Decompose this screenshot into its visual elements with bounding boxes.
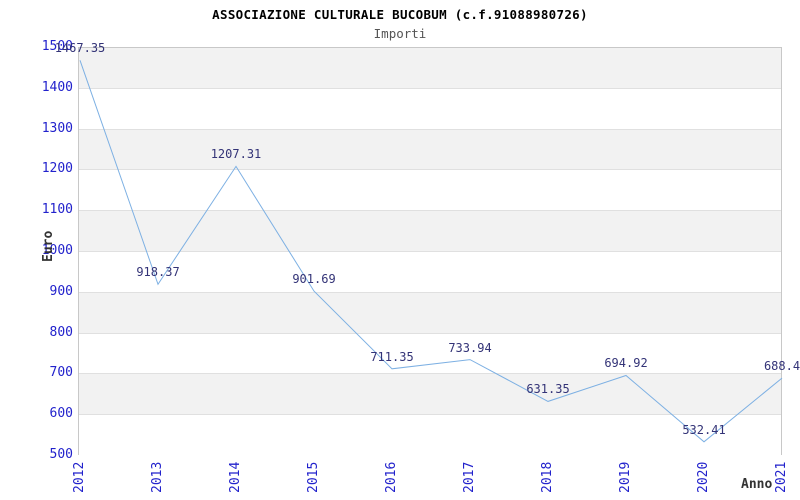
- plot-band: [79, 88, 781, 130]
- gridline: [79, 87, 781, 89]
- y-tick-label: 1100: [41, 202, 73, 218]
- gridline: [79, 414, 781, 416]
- x-tick-label: 2020: [696, 461, 711, 493]
- x-tick-label: 2015: [306, 461, 321, 493]
- data-label: 631.35: [526, 382, 570, 397]
- y-tick-label: 1000: [41, 243, 73, 258]
- data-label: 733.94: [448, 340, 492, 355]
- x-tick-label: 2012: [72, 461, 87, 493]
- x-tick-label: 2013: [150, 461, 165, 493]
- y-tick-label: 500: [49, 447, 73, 462]
- x-tick-label: 2021: [774, 461, 789, 493]
- y-tick-label: 1400: [41, 79, 73, 95]
- gridline: [79, 373, 781, 375]
- plot-band: [79, 170, 781, 212]
- y-tick-label: 800: [49, 324, 73, 340]
- plot-band: [79, 252, 781, 293]
- data-label: 711.35: [370, 349, 414, 364]
- plot-area: [78, 47, 782, 456]
- plot-band: [79, 292, 781, 334]
- gridline: [79, 128, 781, 130]
- gridline: [79, 332, 781, 334]
- plot-band: [79, 333, 781, 375]
- data-label: 532.41: [682, 422, 726, 437]
- y-tick-label: 1300: [41, 120, 73, 136]
- y-tick-label: 900: [49, 283, 73, 299]
- data-label: 918.37: [136, 265, 180, 280]
- data-label: 1207.31: [210, 147, 262, 162]
- y-tick-label: 600: [49, 406, 73, 422]
- x-tick-label: 2019: [618, 461, 633, 493]
- x-tick-label: 2017: [462, 461, 477, 493]
- plot-band: [79, 129, 781, 171]
- x-axis-title: Anno: [741, 477, 773, 492]
- plot-band: [79, 374, 781, 416]
- y-tick-label: 1200: [41, 161, 73, 177]
- x-tick-label: 2016: [384, 461, 399, 493]
- chart-title: ASSOCIAZIONE CULTURALE BUCOBUM (c.f.9108…: [212, 7, 588, 22]
- plot-band: [79, 48, 781, 89]
- x-tick-label: 2018: [540, 461, 555, 493]
- y-tick-label: 1500: [41, 39, 73, 54]
- chart-subtitle: Importi: [373, 26, 427, 41]
- x-tick-label: 2014: [228, 461, 243, 493]
- gridline: [79, 251, 781, 252]
- data-label: 901.69: [292, 272, 336, 287]
- data-label: 688.4: [763, 359, 800, 374]
- gridline: [79, 291, 781, 293]
- y-tick-label: 700: [49, 365, 73, 381]
- data-label: 1467.35: [54, 41, 106, 56]
- plot-band: [79, 211, 781, 252]
- gridline: [79, 169, 781, 171]
- data-label: 694.92: [604, 356, 648, 371]
- gridline: [79, 210, 781, 212]
- y-axis-title: Euro: [41, 230, 56, 262]
- plot-band: [79, 415, 781, 456]
